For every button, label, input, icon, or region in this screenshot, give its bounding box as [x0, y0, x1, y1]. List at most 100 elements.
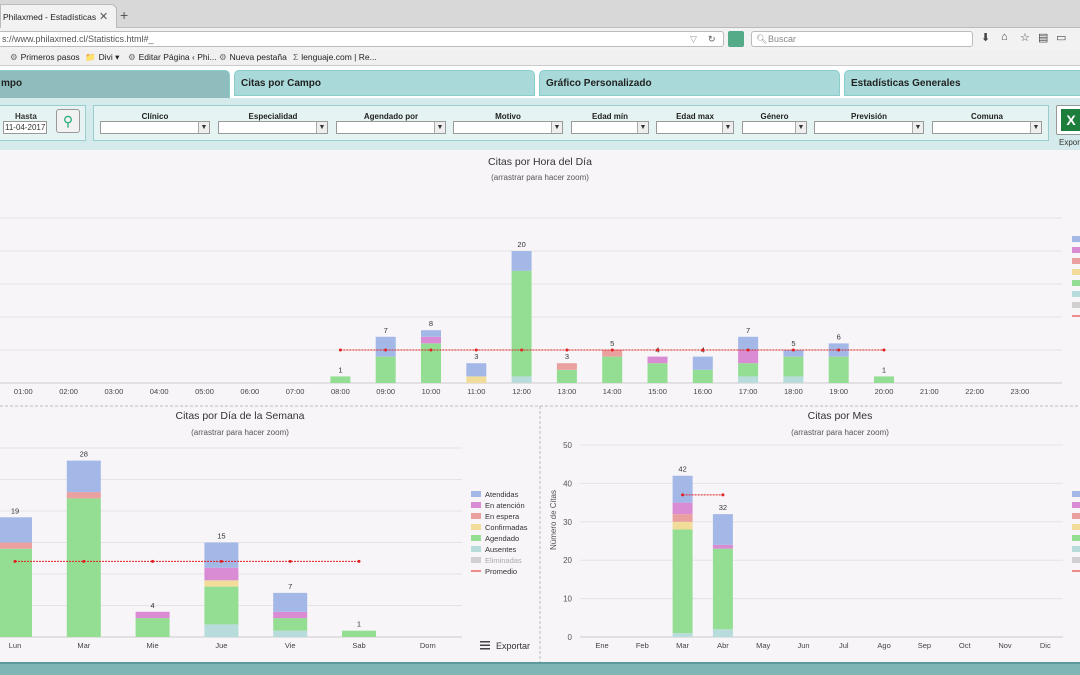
export-button[interactable]: Exportar — [480, 641, 530, 651]
legend-label: Promedio — [485, 567, 517, 576]
average-point — [681, 493, 685, 497]
bar-segment-confirmadas — [466, 376, 487, 383]
x-tick-label: 17:00 — [739, 387, 758, 396]
bar-segment-agendado — [421, 343, 441, 383]
chart-subtitle: (arrastrar para hacer zoom) — [191, 428, 289, 437]
edad-max-label: Edad max — [676, 112, 714, 121]
search-placeholder: Buscar — [768, 34, 797, 44]
bar-segment-agendado — [135, 618, 170, 637]
page-image-icon[interactable] — [728, 31, 744, 47]
search-button[interactable]: ⚲ — [56, 109, 80, 133]
x-tick-label: Oct — [959, 641, 972, 650]
average-point — [151, 559, 155, 563]
especialidad-label: Especialidad — [248, 112, 298, 121]
legend-swatch — [1072, 302, 1080, 308]
bar-segment-atendidas — [738, 336, 759, 350]
charts-area: Citas por Hora del Día (arrastrar para ha… — [0, 150, 1080, 662]
bar-segment-atendidas — [273, 592, 308, 612]
tab-grafico-personalizado[interactable]: Gráfico Personalizado — [539, 70, 840, 96]
chart-months[interactable]: 0 10 20 30 40 50 Citas por Mes (arrastrar para … — [549, 410, 1080, 650]
agendado-por-select[interactable]: ▼ — [336, 121, 446, 134]
clinico-label: Clínico — [141, 112, 169, 121]
legend-swatch — [471, 491, 481, 497]
x-tick-label: 08:00 — [331, 387, 350, 396]
footer-bar — [0, 662, 1080, 675]
hasta-date-field[interactable]: 11-04-2017 — [3, 121, 47, 134]
search-input[interactable]: 🔍︎ Buscar — [751, 31, 973, 47]
x-tick-label: 02:00 — [59, 387, 78, 396]
chart-weekdays[interactable]: Citas por Día de la Semana (arrastrar par… — [0, 410, 530, 651]
new-tab-icon[interactable]: + — [120, 7, 129, 23]
gear-icon: ⚙ — [128, 52, 136, 62]
x-tick-label: 22:00 — [965, 387, 984, 396]
tab-estadisticas-generales[interactable]: Estadísticas Generales — [844, 70, 1080, 96]
data-label: 1 — [338, 365, 342, 374]
x-tick-label: 20:00 — [875, 387, 894, 396]
comuna-select[interactable]: ▼ — [932, 121, 1042, 134]
bar-segment-atendidas — [712, 514, 733, 545]
bar-segment-enatencin — [647, 356, 668, 364]
x-tick-label: Vie — [285, 641, 296, 650]
export-excel-button[interactable]: X — [1056, 105, 1080, 135]
library-icon[interactable]: ▤ — [1038, 32, 1049, 44]
x-tick-label: Nov — [998, 641, 1012, 650]
edad-max-select[interactable]: ▼ — [656, 121, 734, 134]
especialidad-select[interactable]: ▼ — [218, 121, 328, 134]
bookmark-item[interactable]: ⚙ Nueva pestaña — [219, 52, 287, 62]
average-point — [357, 559, 361, 563]
average-point — [721, 493, 725, 497]
pocket-icon[interactable]: ▭ — [1056, 32, 1067, 44]
y-tick-label: 40 — [563, 479, 572, 488]
bookmark-item[interactable]: ⚙ Primeros pasos — [10, 52, 80, 62]
x-tick-label: 05:00 — [195, 387, 214, 396]
url-dropdown-icon[interactable]: ▽ — [690, 34, 697, 44]
average-point — [429, 348, 433, 352]
motivo-select[interactable]: ▼ — [453, 121, 563, 134]
close-tab-icon[interactable]: ✕ — [99, 11, 109, 23]
bar-segment-agendado — [511, 270, 532, 377]
legend-label: Agendado — [485, 534, 519, 543]
x-tick-label: Dic — [1040, 641, 1051, 650]
average-point — [13, 559, 17, 563]
x-tick-label: 16:00 — [693, 387, 712, 396]
bar-segment-agendado — [0, 548, 32, 637]
x-tick-label: 13:00 — [558, 387, 577, 396]
bar-segment-atendidas — [692, 356, 713, 370]
bar-segment-enespera — [602, 350, 623, 357]
bar-segment-ausentes — [783, 376, 804, 383]
url-field[interactable]: s://www.philaxmed.cl/Statistics.html#_ ▽… — [0, 31, 724, 47]
menu-icon — [480, 641, 490, 643]
export-excel-label: Expor — [1059, 138, 1080, 147]
x-tick-label: 03:00 — [105, 387, 124, 396]
genero-select[interactable]: ▼ — [742, 121, 807, 134]
chart-title: Citas por Hora del Día — [488, 156, 592, 168]
x-tick-label: 04:00 — [150, 387, 169, 396]
average-point — [219, 559, 223, 563]
browser-tab[interactable]: Philaxmed - Estadísticas ✕ — [0, 4, 117, 28]
y-axis-label: Número de Citas — [549, 490, 558, 550]
bookmark-star-icon[interactable]: ☆ — [1020, 32, 1030, 44]
home-icon[interactable]: ⌂ — [1001, 31, 1008, 43]
x-tick-label: 23:00 — [1011, 387, 1030, 396]
data-label: 7 — [288, 582, 292, 591]
chevron-down-icon: ▼ — [198, 122, 209, 133]
reload-icon[interactable]: ↻ — [708, 34, 716, 44]
bar-segment-agendado — [712, 548, 733, 630]
url-text: s://www.philaxmed.cl/Statistics.html#_ — [2, 34, 154, 44]
x-tick-label: Lun — [9, 641, 22, 650]
bar-segment-agendado — [874, 376, 894, 383]
tab-citas-por-tiempo[interactable]: mpo — [0, 70, 230, 100]
bookmark-item[interactable]: ⚙ Editar Página ‹ Phi... — [128, 52, 217, 62]
bookmark-folder[interactable]: 📁 Divi ▾ — [85, 52, 120, 62]
bar-segment-agendado — [330, 376, 351, 383]
download-icon[interactable]: ⬇ — [981, 32, 991, 44]
tab-citas-por-campo[interactable]: Citas por Campo — [234, 70, 535, 96]
data-label: 7 — [384, 326, 388, 335]
edad-min-select[interactable]: ▼ — [571, 121, 649, 134]
chart-hours[interactable]: Citas por Hora del Día (arrastrar para ha… — [0, 156, 1080, 396]
x-tick-label: Sep — [918, 641, 931, 650]
prevision-select[interactable]: ▼ — [814, 121, 924, 134]
clinico-select[interactable]: ▼ — [100, 121, 210, 134]
chevron-down-icon: ▼ — [722, 122, 733, 133]
